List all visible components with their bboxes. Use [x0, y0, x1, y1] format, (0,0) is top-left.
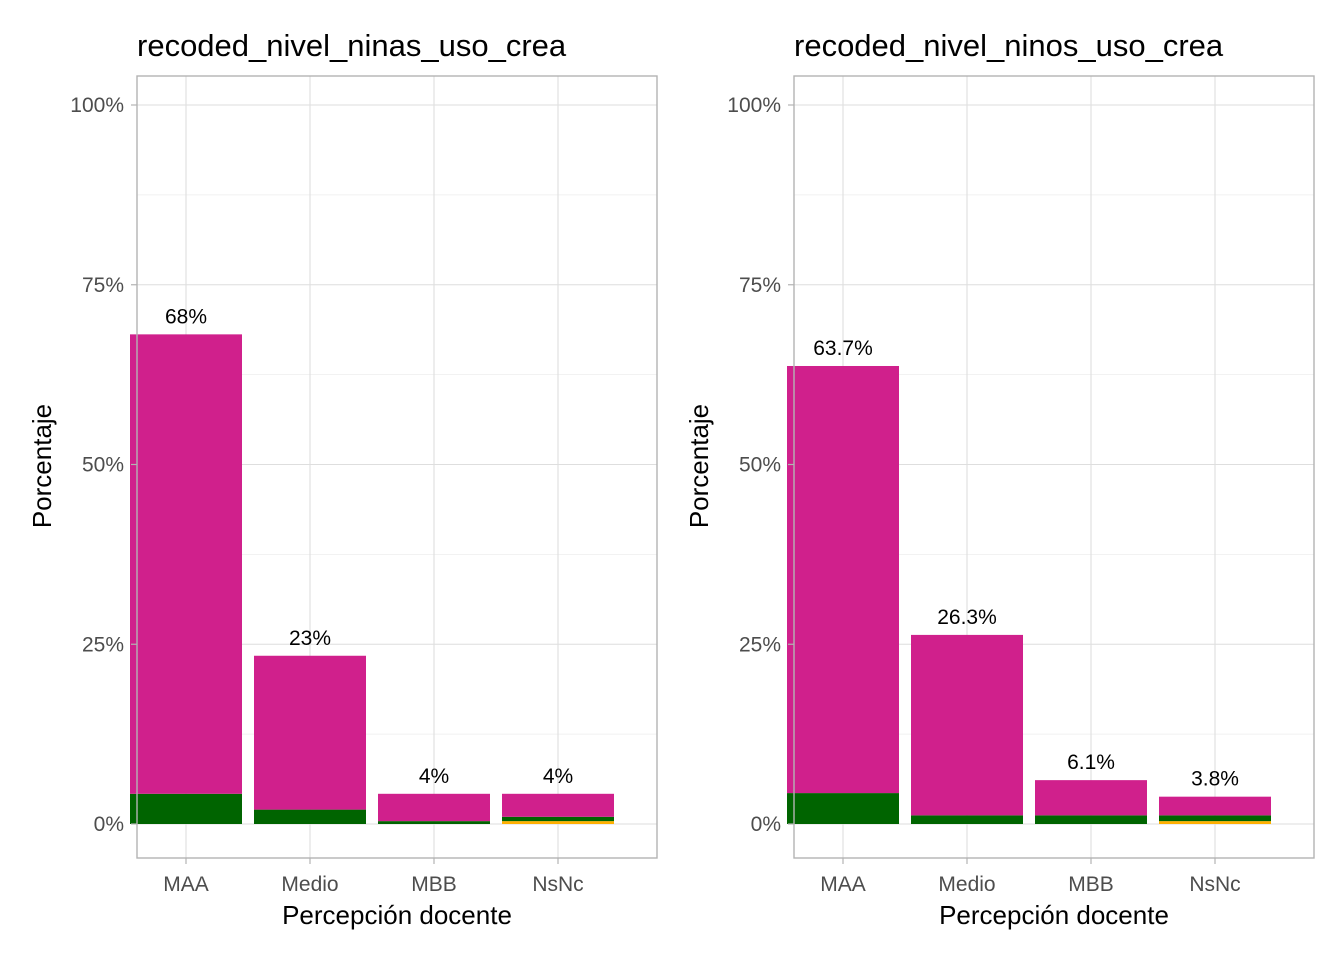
bar-value-label: 26.3%: [937, 606, 997, 629]
x-tick-label: MAA: [820, 873, 866, 896]
bar-value-label: 4%: [419, 765, 449, 788]
x-tick-label: MBB: [1068, 873, 1114, 896]
plot-frame: [793, 75, 1315, 859]
x-tick-label: MAA: [163, 873, 209, 896]
x-tick-label: Medio: [281, 873, 338, 896]
bar-value-label: 4%: [543, 765, 573, 788]
bar-segment: [1035, 815, 1147, 824]
y-tick-label: 0%: [94, 813, 124, 836]
chart-title: recoded_nivel_ninas_uso_crea: [137, 28, 567, 63]
bar-segment: [787, 365, 899, 794]
x-axis-label: Percepción docente: [282, 900, 512, 930]
y-tick-label: 25%: [82, 633, 124, 656]
bar-segment: [1159, 796, 1271, 816]
bar-value-label: 3.8%: [1191, 768, 1239, 791]
bar-segment: [130, 334, 242, 794]
bar-segment: [1159, 821, 1271, 824]
y-tick-label: 75%: [739, 274, 781, 297]
bar-segment: [254, 655, 366, 810]
bar-segment: [502, 821, 614, 824]
y-tick-label: 25%: [739, 633, 781, 656]
bar-segment: [502, 816, 614, 822]
y-tick-label: 50%: [82, 454, 124, 477]
y-tick-label: 100%: [727, 94, 781, 117]
bar-segment: [378, 793, 490, 822]
bar-chart-ninos: recoded_nivel_ninos_uso_crea 63.7% 26.3% 6.…: [684, 28, 1315, 930]
bar-segment: [1035, 780, 1147, 816]
bar-segment: [130, 793, 242, 824]
x-tick-label: MBB: [411, 873, 457, 896]
y-tick-label: 0%: [751, 813, 781, 836]
bar-value-label: 23%: [289, 627, 331, 650]
bar-value-label: 6.1%: [1067, 751, 1115, 774]
y-tick-label: 50%: [739, 454, 781, 477]
bar-segment: [911, 634, 1023, 816]
y-tick-label: 100%: [70, 94, 124, 117]
x-tick-label: Medio: [938, 873, 995, 896]
x-tick-label: NsNc: [532, 873, 583, 896]
x-tick-label: NsNc: [1189, 873, 1240, 896]
chart-panel-ninas: recoded_nivel_ninas_uso_crea 68% 23% 4% 4% 0%…: [27, 28, 658, 930]
bar-segment: [1159, 815, 1271, 822]
chart-title: recoded_nivel_ninos_uso_crea: [794, 28, 1224, 63]
bar-segment: [502, 793, 614, 817]
plot-frame: [136, 75, 658, 859]
y-tick-label: 75%: [82, 274, 124, 297]
chart-panel-ninos: recoded_nivel_ninos_uso_crea 63.7% 26.3% 6.…: [657, 0, 1329, 960]
y-axis-label: Porcentaje: [27, 404, 57, 528]
bar-segment: [911, 815, 1023, 824]
bar-value-label: 63.7%: [813, 337, 873, 360]
y-axis-label: Porcentaje: [684, 404, 714, 528]
bar-segment: [787, 793, 899, 824]
bar-chart-ninas: recoded_nivel_ninas_uso_crea 68% 23% 4% 4% 0%…: [27, 28, 658, 930]
bar-value-label: 68%: [165, 305, 207, 328]
bar-segment: [254, 809, 366, 824]
bar-segment: [378, 821, 490, 824]
x-axis-label: Percepción docente: [939, 900, 1169, 930]
